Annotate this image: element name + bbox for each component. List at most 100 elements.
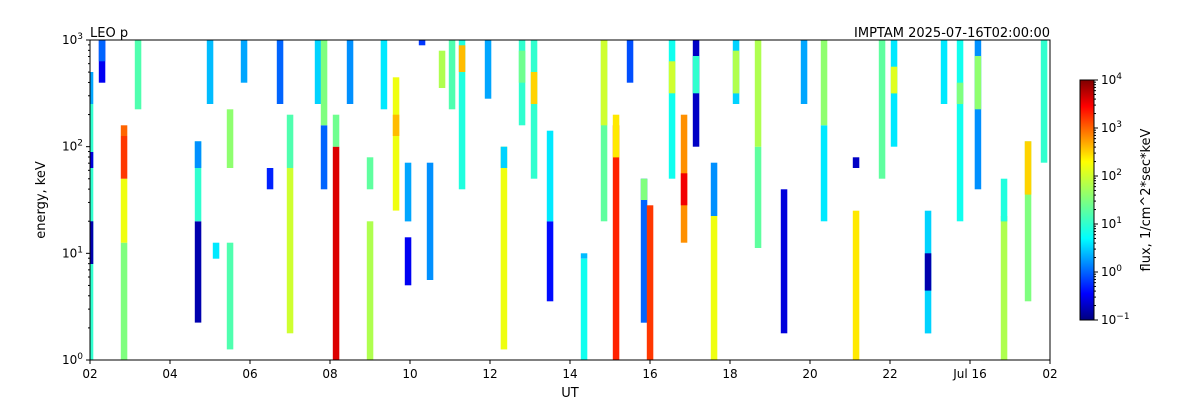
- spectrogram-cell-39-0: [692, 40, 700, 147]
- spectrogram-cell-31-0: [580, 258, 588, 360]
- colorbar-tick-label: 101: [1101, 216, 1122, 231]
- spectrogram-cell-39-1: [692, 56, 700, 94]
- spectrogram-cell-3-0: [120, 242, 128, 360]
- y-tick-label: 100: [62, 352, 83, 367]
- spectrogram-cell-37-1: [668, 61, 676, 94]
- x-tick-label: 02: [82, 367, 97, 381]
- spectrogram-cell-34-0: [626, 40, 634, 83]
- colorbar-tick-label: 100: [1101, 264, 1122, 279]
- spectrogram-cell-19-0: [392, 77, 400, 211]
- y-axis-label: energy, keV: [34, 161, 49, 239]
- chart-title-right: IMPTAM 2025-07-16T02:00:00: [854, 26, 1050, 41]
- spectrogram-cell-5-1: [194, 141, 202, 222]
- spectrogram-cell-52-0: [974, 40, 982, 190]
- spectrogram-cell-13-0: [314, 40, 322, 104]
- spectrogram-cell-45-0: [820, 125, 828, 222]
- spectrogram-cell-14-1: [320, 40, 328, 126]
- spectrogram-cell-15-0: [332, 146, 340, 360]
- spectrogram-cell-17-0: [366, 221, 374, 360]
- plot-frame: [89, 39, 1051, 361]
- spectrogram-cell-46-0: [852, 210, 860, 360]
- spectrogram-cell-32-0: [600, 40, 608, 222]
- spectrogram-cell-55-0: [1040, 40, 1048, 163]
- spectrogram-cell-40-0: [710, 216, 718, 360]
- spectrogram-cell-44-0: [800, 40, 808, 104]
- spectrogram-cell-45-1: [820, 40, 828, 126]
- colorbar-tick-label: 103: [1101, 120, 1122, 135]
- y-tick-label: 102: [62, 139, 83, 154]
- colorbar-label: flux, 1/cm^2*sec*keV: [1139, 128, 1154, 271]
- spectrogram-cell-0-1: [90, 72, 94, 104]
- colorbar-axis: 10−1 100 101 102 103 104: [1094, 72, 1130, 327]
- spectrogram-cell-32-1: [600, 40, 608, 126]
- spectrogram-cell-30-0: [546, 221, 554, 302]
- x-tick-label: 12: [482, 367, 497, 381]
- spectrogram-cell-15-1: [332, 114, 340, 147]
- x-tick-label: 14: [562, 367, 577, 381]
- spectrogram-cell-33-0: [612, 125, 620, 360]
- spectrogram-cell-8-0: [226, 242, 234, 350]
- spectrogram-cell-36-0: [646, 205, 654, 360]
- spectrogram-cell-2-0: [98, 40, 106, 83]
- x-axis-label: UT: [561, 386, 579, 400]
- spectrogram-cell-51-0: [956, 40, 964, 222]
- spectrogram-cell-3-1: [120, 178, 128, 243]
- spectrogram-cell-28-1: [518, 50, 526, 83]
- spectrogram-cell-6-0: [206, 40, 214, 104]
- y-tick-label: 101: [62, 245, 83, 260]
- x-tick-label: 22: [882, 367, 897, 381]
- x-tick-label: 02: [1042, 367, 1057, 381]
- spectrogram-cell-30-1: [546, 130, 554, 222]
- spectrogram-cell-53-0: [1000, 216, 1008, 360]
- colorbar-tick-label: 102: [1101, 168, 1122, 183]
- spectrogram-cell-35-0: [640, 178, 648, 323]
- spectrogram-cell-4-0: [134, 40, 142, 110]
- x-tick-label: 04: [162, 367, 177, 381]
- spectrogram-cell-11-0: [276, 40, 284, 104]
- spectrogram-cell-27-0: [500, 146, 508, 350]
- spectrogram-cells: [90, 40, 1048, 360]
- spectrogram-cell-53-1: [1000, 178, 1008, 222]
- x-tick-label: Jul 16: [952, 367, 987, 381]
- spectrogram-cell-5-2: [194, 141, 202, 168]
- spectrogram-cell-38-1: [680, 173, 688, 206]
- spectrogram-cell-25-0: [458, 40, 466, 190]
- spectrogram-cell-12-0: [286, 168, 294, 334]
- spectrogram-cell-21-0: [418, 40, 426, 46]
- y-axis: 100 101 102 103: [62, 32, 90, 367]
- spectrogram-cell-16-0: [346, 40, 354, 104]
- spectrogram-cell-3-2: [120, 136, 128, 179]
- spectrogram-cell-50-0: [940, 40, 948, 104]
- spectrogram-cell-20-0: [404, 237, 412, 286]
- spectrogram-cell-9-0: [240, 40, 248, 83]
- spectrogram-cell-42-1: [754, 40, 762, 147]
- spectrogram-cell-7-0: [212, 242, 220, 259]
- chart-title-left: LEO p: [90, 26, 128, 41]
- spectrogram-cell-46-1: [852, 157, 860, 168]
- spectrogram-cell-8-1: [226, 109, 234, 168]
- spectrogram-cell-41-1: [732, 50, 740, 94]
- spectrogram-cell-51-1: [956, 82, 964, 104]
- spectrogram-cell-2-1: [98, 40, 106, 62]
- spectrogram-cell-37-0: [668, 40, 676, 179]
- spectrogram-cell-14-0: [320, 125, 328, 190]
- spectrogram-cell-47-0: [878, 40, 886, 179]
- spectrogram-cell-19-1: [392, 114, 400, 136]
- x-tick-label: 06: [242, 367, 257, 381]
- colorbar: [1079, 79, 1095, 321]
- spectrogram-cell-3-3: [120, 125, 128, 136]
- x-tick-label: 08: [322, 367, 337, 381]
- spectrogram-cell-49-1: [924, 253, 932, 291]
- spectrogram-cell-20-1: [404, 162, 412, 222]
- spectrogram-cell-54-1: [1024, 141, 1032, 195]
- spectrogram-cell-1-1: [90, 152, 94, 168]
- spectrogram-cell-35-1: [640, 178, 648, 200]
- spectrogram-cell-5-0: [194, 221, 202, 323]
- spectrogram-cell-12-1: [286, 114, 294, 168]
- spectrogram-cell-26-0: [484, 40, 492, 99]
- spectrogram-cell-48-1: [890, 66, 898, 94]
- x-tick-label: 18: [722, 367, 737, 381]
- colorbar-tick-label: 10−1: [1101, 312, 1130, 327]
